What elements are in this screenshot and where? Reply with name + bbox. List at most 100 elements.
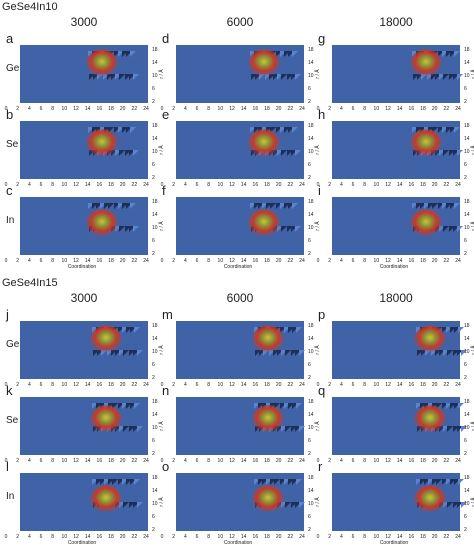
x-tick-label: 24 (299, 106, 305, 112)
surface-facet (461, 502, 467, 508)
y-tick-label: 14 (152, 488, 158, 494)
y-tick-label: 6 (464, 362, 467, 368)
row-label: In (6, 491, 14, 502)
x-tick-label: 12 (73, 106, 79, 112)
x-tick-label: 6 (40, 382, 43, 388)
x-tick-label: 20 (276, 458, 282, 464)
y-tick-label: 2 (152, 375, 155, 381)
x-tick-label: 2 (172, 382, 175, 388)
hot-spot (248, 209, 280, 237)
x-tick-label: 0 (317, 382, 320, 388)
y-tick-label: 14 (308, 136, 314, 142)
surface-facet (295, 226, 301, 232)
column-header: 6000 (227, 291, 254, 305)
y-tick-label: 10 (152, 501, 158, 507)
x-tick-label: 8 (51, 534, 54, 540)
x-tick-label: 24 (455, 534, 461, 540)
x-tick-label: 12 (229, 458, 235, 464)
y-tick-label: 2 (308, 251, 311, 257)
row-label: Ge (6, 63, 20, 74)
x-tick-label: 14 (397, 382, 403, 388)
y-tick-label: 18 (464, 323, 470, 329)
y-tick-label: 2 (152, 175, 155, 181)
y-tick-label: 10 (308, 149, 314, 155)
surface-facet (270, 203, 276, 209)
x-tick-label: 6 (196, 106, 199, 112)
panel-letter: h (318, 107, 325, 122)
x-tick-label: 6 (196, 258, 199, 264)
x-tick-label: 14 (397, 534, 403, 540)
x-tick-label: 24 (143, 458, 149, 464)
x-tick-label: 20 (276, 534, 282, 540)
x-tick-label: 8 (207, 106, 210, 112)
hot-spot (252, 405, 284, 433)
surface-facet (292, 203, 298, 209)
y-tick-label: 18 (464, 199, 470, 205)
surface-facet (134, 327, 140, 333)
x-tick-label: 10 (218, 382, 224, 388)
panel-letter: b (6, 107, 13, 122)
x-tick-label: 4 (184, 106, 187, 112)
y-axis-label: r / Å (470, 221, 474, 231)
y-tick-label: 2 (152, 451, 155, 457)
x-tick-label: 10 (218, 106, 224, 112)
x-tick-label: 16 (253, 382, 259, 388)
y-tick-label: 2 (308, 451, 311, 457)
x-tick-label: 20 (276, 258, 282, 264)
hot-spot (414, 405, 446, 433)
surface-facet (447, 502, 453, 508)
x-tick-label: 12 (385, 258, 391, 264)
x-tick-label: 12 (73, 382, 79, 388)
y-tick-label: 10 (308, 349, 314, 355)
x-tick-label: 8 (207, 382, 210, 388)
x-tick-label: 14 (85, 458, 91, 464)
y-tick-label: 10 (464, 425, 470, 431)
y-tick-label: 6 (308, 238, 311, 244)
x-tick-label: 12 (229, 182, 235, 188)
x-tick-label: 14 (397, 106, 403, 112)
surface-facet (296, 479, 302, 485)
y-tick-label: 6 (464, 438, 467, 444)
y-tick-label: 10 (464, 349, 470, 355)
surface-facet (119, 150, 125, 156)
x-tick-label: 0 (161, 534, 164, 540)
surface-facet (133, 226, 139, 232)
x-tick-label: 10 (374, 382, 380, 388)
y-tick-label: 18 (464, 475, 470, 481)
x-tick-label: 12 (385, 458, 391, 464)
x-tick-label: 14 (241, 382, 247, 388)
column-header: 3000 (71, 15, 98, 29)
y-tick-label: 2 (308, 375, 311, 381)
surface-facet (447, 350, 453, 356)
x-tick-label: 12 (229, 258, 235, 264)
y-axis-label: r / Å (470, 345, 474, 355)
x-tick-label: 22 (132, 382, 138, 388)
panel-letter: d (162, 31, 169, 46)
hot-spot (252, 325, 284, 353)
x-tick-label: 24 (299, 182, 305, 188)
surface-facet (285, 350, 291, 356)
surface-facet (299, 426, 305, 432)
y-tick-label: 6 (308, 514, 311, 520)
hot-spot (90, 325, 122, 353)
y-tick-label: 18 (464, 47, 470, 53)
x-tick-label: 20 (432, 458, 438, 464)
hot-spot (410, 209, 442, 237)
hot-spot (414, 325, 446, 353)
x-tick-label: 2 (328, 182, 331, 188)
x-tick-label: 14 (85, 258, 91, 264)
row-label: In (6, 215, 14, 226)
x-tick-label: 22 (288, 258, 294, 264)
x-tick-label: 16 (409, 182, 415, 188)
x-tick-label: 24 (455, 106, 461, 112)
x-tick-label: 20 (432, 534, 438, 540)
x-tick-label: 24 (299, 534, 305, 540)
x-tick-label: 6 (196, 458, 199, 464)
x-tick-label: 10 (374, 182, 380, 188)
surface-facet (274, 479, 280, 485)
x-axis-label: Coordination (380, 540, 409, 544)
surface-facet (443, 226, 449, 232)
surface-facet (457, 74, 463, 80)
x-tick-label: 10 (62, 382, 68, 388)
